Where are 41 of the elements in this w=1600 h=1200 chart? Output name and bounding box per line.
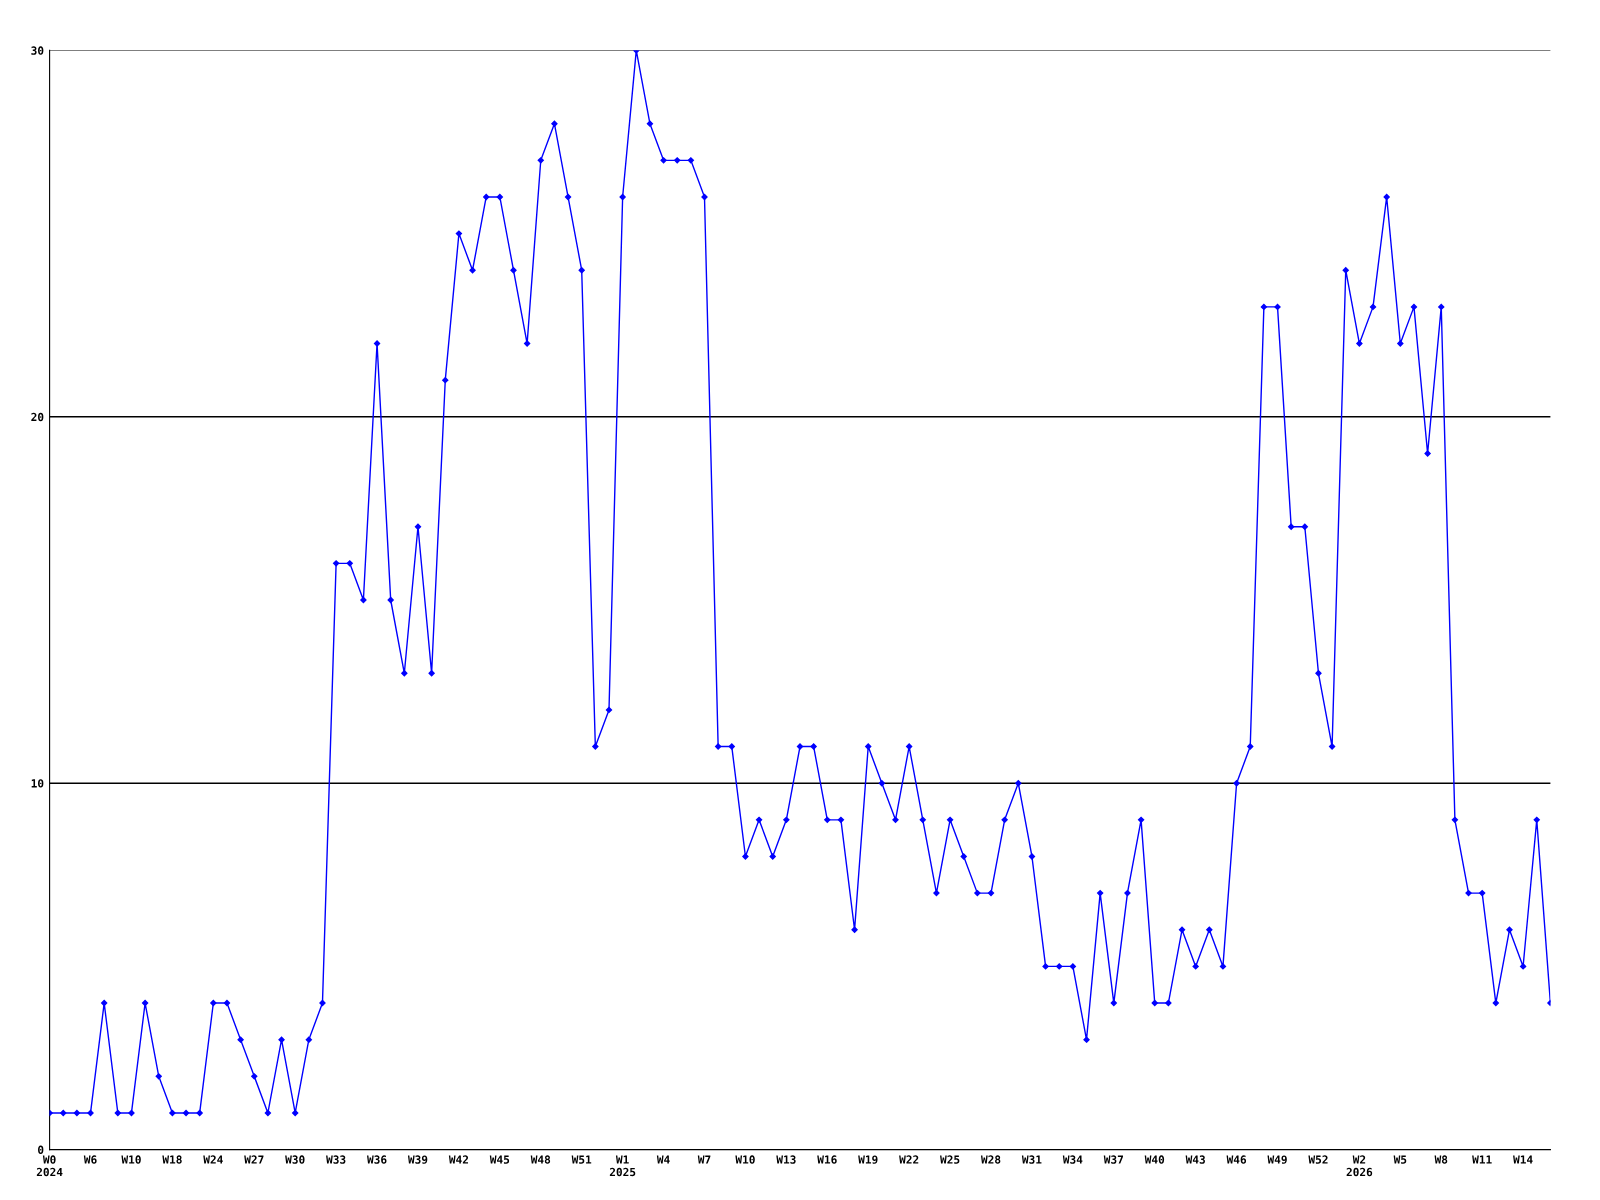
x-tick-label: W1 2025 bbox=[609, 1155, 636, 1177]
x-tick-label: W49 bbox=[1267, 1155, 1287, 1164]
x-tick-label: W48 bbox=[530, 1155, 551, 1164]
x-tick-label: W42 bbox=[448, 1155, 469, 1164]
x-tick-label: W7 bbox=[697, 1155, 711, 1164]
x-tick-label: W24 bbox=[203, 1155, 223, 1164]
x-tick-label: W6 bbox=[83, 1155, 97, 1164]
x-tick-label: W14 bbox=[1513, 1155, 1533, 1164]
x-tick-label: W52 bbox=[1308, 1155, 1328, 1164]
x-tick-label: W19 bbox=[858, 1155, 878, 1164]
x-tick-label: W13 bbox=[776, 1155, 796, 1164]
x-tick-label: W16 bbox=[817, 1155, 837, 1164]
x-tick-label: W0 2024 bbox=[36, 1155, 63, 1177]
x-tick-label: W34 bbox=[1062, 1155, 1083, 1164]
y-tick-label: 0 bbox=[38, 1145, 44, 1154]
x-tick-label: W36 bbox=[367, 1155, 387, 1164]
x-tick-label: W51 bbox=[571, 1155, 592, 1164]
x-tick-label: W28 bbox=[980, 1155, 1001, 1164]
y-tick-label: 30 bbox=[31, 46, 44, 55]
y-tick-label: 20 bbox=[31, 412, 44, 422]
y-tick-label: 10 bbox=[31, 779, 44, 788]
x-tick-label: W45 bbox=[489, 1155, 510, 1164]
x-tick-label: W43 bbox=[1185, 1155, 1205, 1164]
x-tick-label: W5 bbox=[1393, 1155, 1407, 1164]
x-tick-label: W27 bbox=[244, 1155, 264, 1164]
x-tick-label: W33 bbox=[326, 1155, 346, 1164]
x-tick-label: W18 bbox=[162, 1155, 182, 1164]
x-tick-label: W40 bbox=[1144, 1155, 1165, 1164]
x-tick-label: W10 bbox=[121, 1155, 141, 1164]
x-tick-label: W46 bbox=[1226, 1155, 1247, 1164]
x-tick-label: W22 bbox=[899, 1155, 919, 1164]
x-tick-label: W2 2026 bbox=[1346, 1155, 1373, 1177]
x-tick-label: W25 bbox=[940, 1155, 960, 1164]
x-tick-label: W11 bbox=[1472, 1155, 1492, 1164]
x-tick-label: W39 bbox=[407, 1155, 428, 1164]
x-tick-label: W4 bbox=[656, 1155, 670, 1164]
x-tick-label: W37 bbox=[1103, 1155, 1123, 1164]
x-tick-label: W30 bbox=[285, 1155, 305, 1164]
x-tick-label: W10 bbox=[735, 1155, 755, 1164]
x-tick-label: W31 bbox=[1021, 1155, 1042, 1164]
x-tick-label: W8 bbox=[1434, 1155, 1448, 1164]
